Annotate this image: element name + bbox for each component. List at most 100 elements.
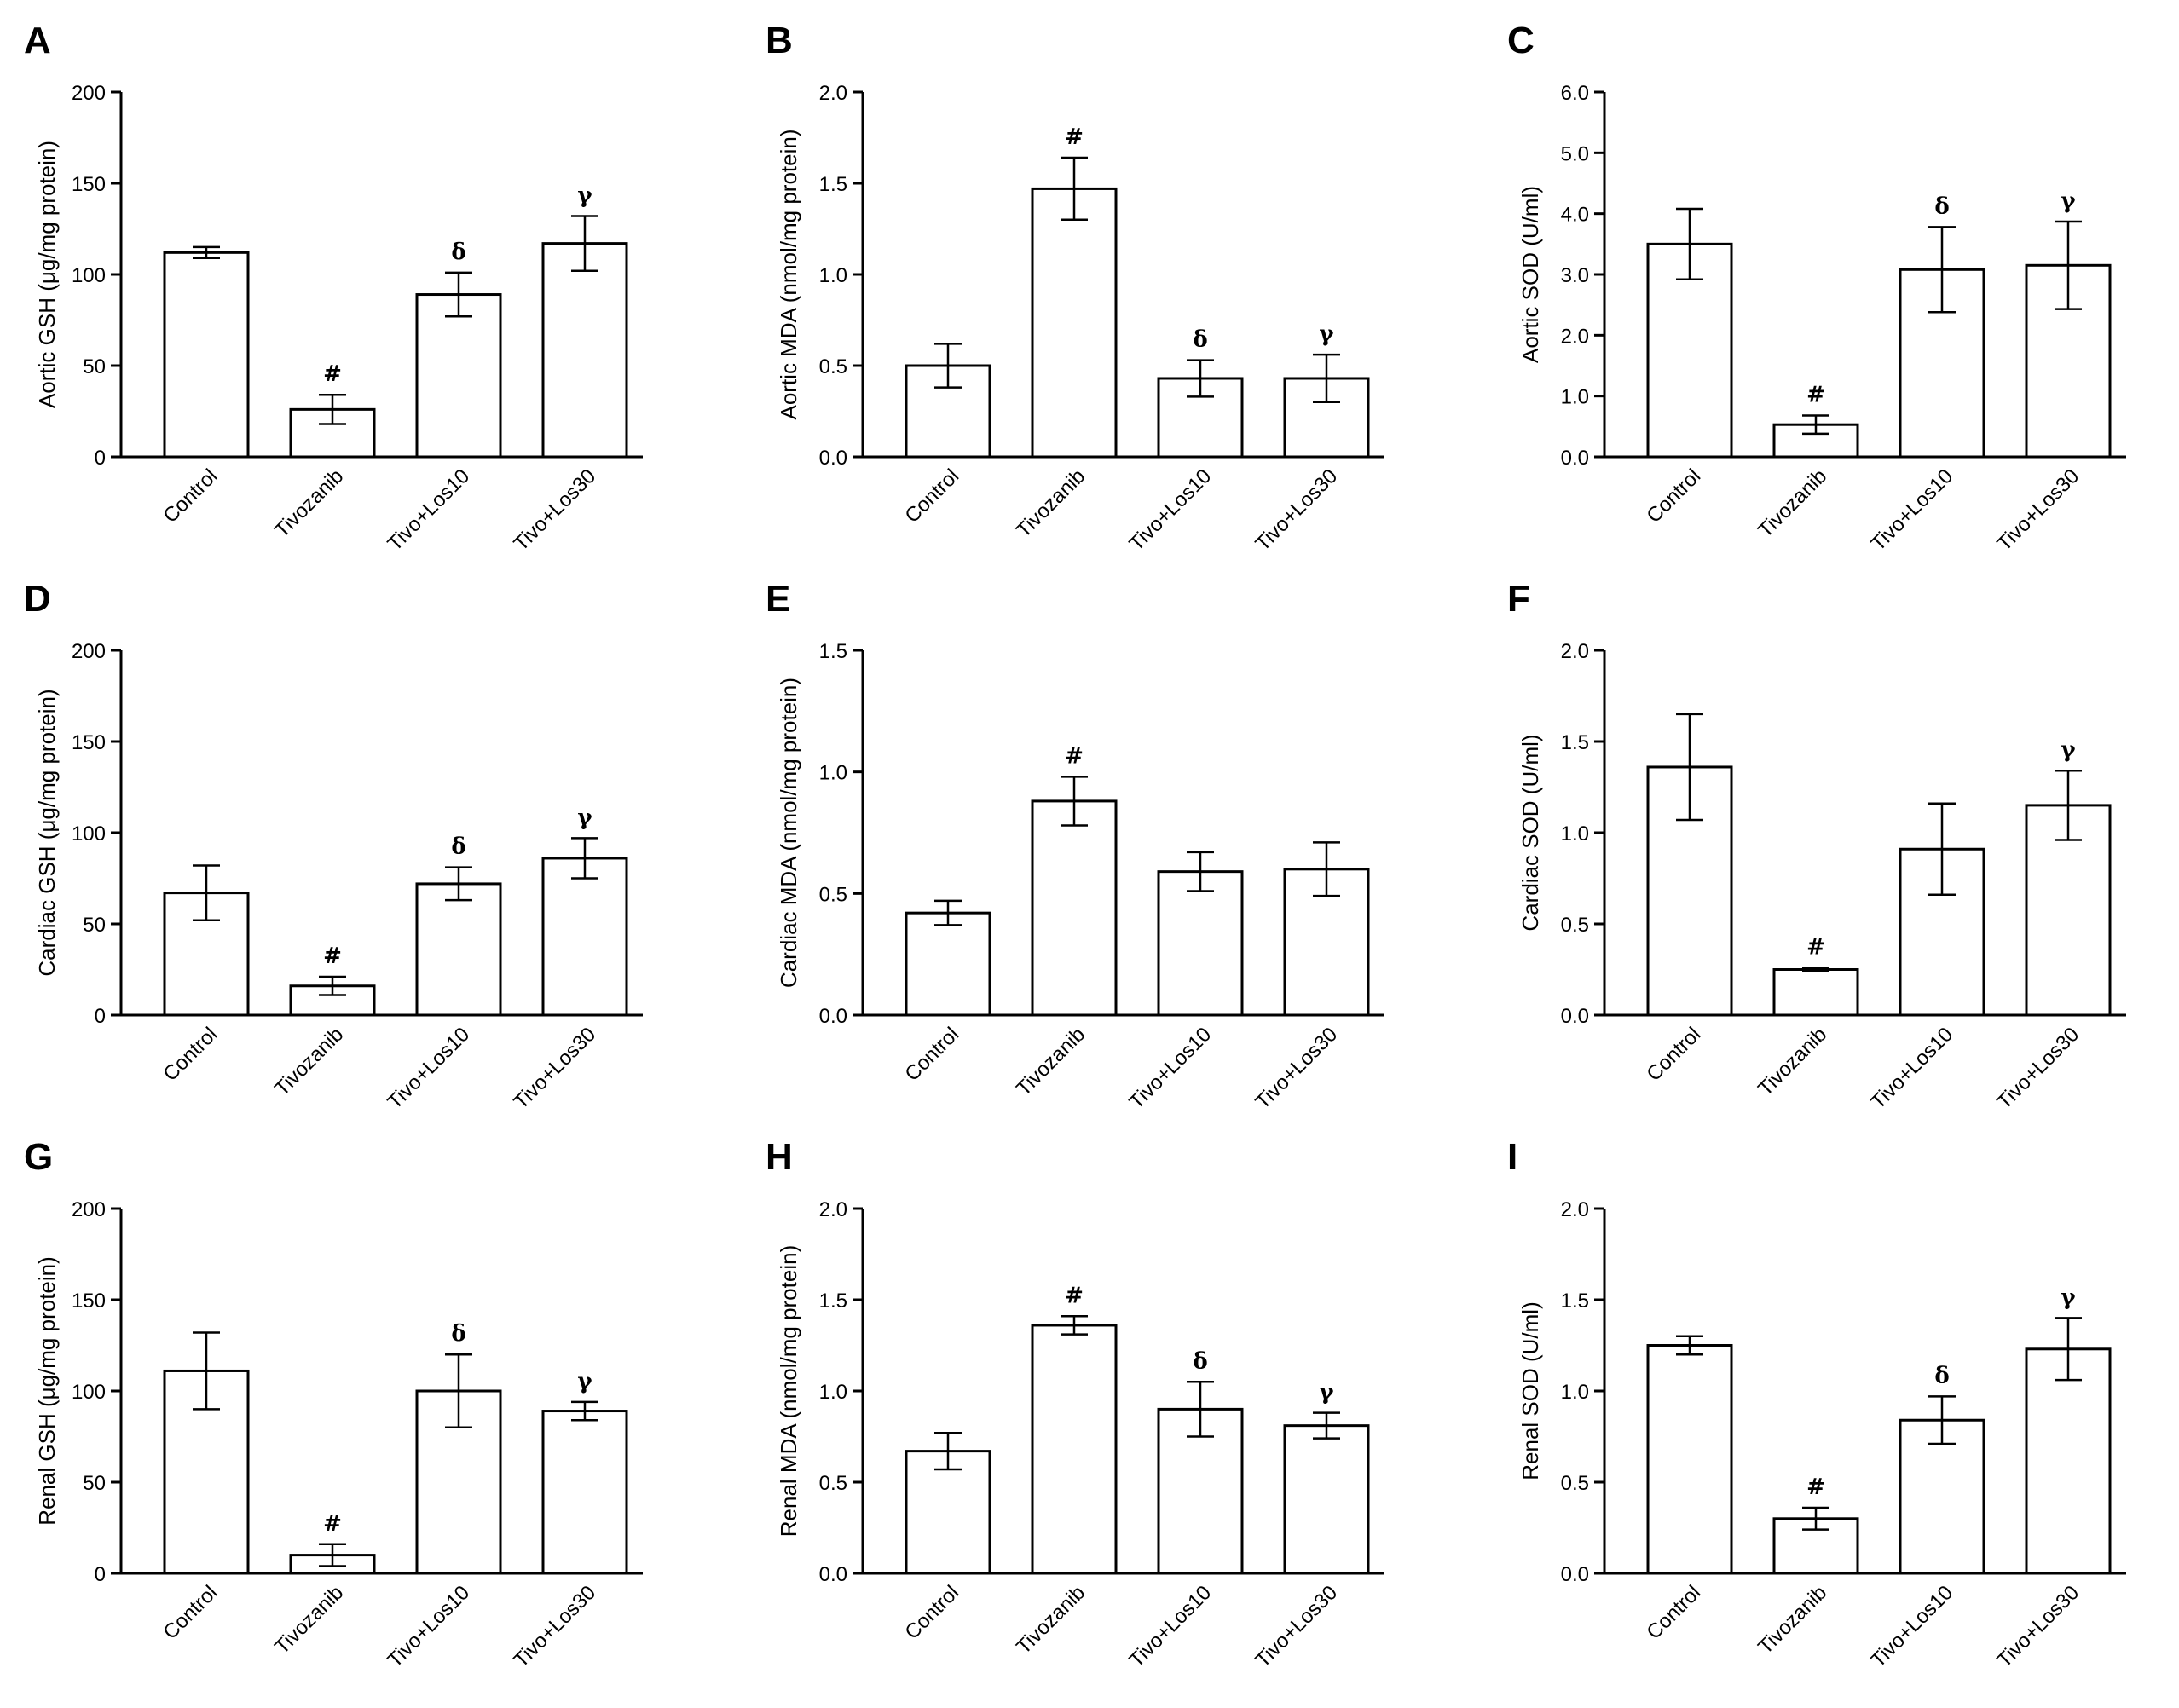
significance-mark-f-4: γ — [2061, 737, 2076, 763]
y-tick-label-c: 3.0 — [1561, 264, 1589, 287]
bar-e-2 — [1031, 799, 1118, 1017]
significance-mark-b-3: δ — [1193, 327, 1207, 353]
category-label-b-4: Tivo+Los30 — [1251, 465, 1343, 556]
y-tick-label-g: 200 — [72, 1198, 106, 1221]
y-tick-label-g: 150 — [72, 1290, 106, 1313]
y-tick-label-i: 1.0 — [1561, 1381, 1589, 1404]
y-tick-label-d: 150 — [72, 731, 106, 754]
category-label-a-4: Tivo+Los30 — [510, 465, 601, 556]
category-label-b-3: Tivo+Los10 — [1125, 465, 1217, 556]
category-label-h-4: Tivo+Los30 — [1251, 1581, 1343, 1672]
y-axis-title-a: Aortic GSH (μg/mg protein) — [34, 141, 60, 408]
significance-mark-h-3: δ — [1193, 1348, 1207, 1374]
y-tick-label-g: 100 — [72, 1381, 106, 1404]
panel-label-h: H — [766, 1136, 793, 1178]
y-axis-title-h: Renal MDA (nmol/mg protein) — [776, 1245, 801, 1537]
significance-mark-d-2: # — [323, 943, 342, 969]
significance-mark-d-3: δ — [451, 834, 465, 860]
category-label-i-2: Tivozanib — [1754, 1581, 1831, 1659]
bar-a-4 — [541, 242, 628, 459]
panel-label-b: B — [766, 20, 793, 61]
y-tick-label-e: 0.0 — [819, 1005, 847, 1028]
category-label-c-3: Tivo+Los10 — [1867, 465, 1958, 556]
category-label-d-2: Tivozanib — [270, 1023, 348, 1100]
y-tick-label-h: 0.0 — [819, 1563, 847, 1586]
bar-h-4 — [1283, 1424, 1370, 1575]
significance-mark-i-3: δ — [1934, 1363, 1949, 1388]
significance-mark-a-3: δ — [451, 239, 465, 265]
bar-d-3 — [415, 882, 502, 1017]
category-label-g-1: Control — [159, 1581, 222, 1644]
significance-mark-g-3: δ — [451, 1321, 465, 1347]
category-label-h-3: Tivo+Los10 — [1125, 1581, 1217, 1672]
significance-mark-b-4: γ — [1319, 321, 1334, 347]
significance-mark-f-2: # — [1806, 934, 1825, 960]
category-label-f-3: Tivo+Los10 — [1867, 1023, 1958, 1114]
y-tick-label-c: 2.0 — [1561, 325, 1589, 348]
bar-a-3 — [415, 293, 502, 459]
bar-i-4 — [2025, 1347, 2112, 1575]
y-tick-label-e: 1.5 — [819, 640, 847, 663]
bar-d-4 — [541, 857, 628, 1017]
bar-h-1 — [905, 1450, 991, 1575]
y-axis-title-g: Renal GSH (μg/mg protein) — [34, 1256, 60, 1526]
y-tick-label-c: 0.0 — [1561, 447, 1589, 470]
bar-e-1 — [905, 911, 991, 1017]
y-tick-label-i: 2.0 — [1561, 1198, 1589, 1221]
y-tick-label-d: 100 — [72, 822, 106, 845]
category-label-a-2: Tivozanib — [270, 465, 348, 542]
y-tick-label-f: 1.5 — [1561, 731, 1589, 754]
bar-i-3 — [1899, 1418, 1985, 1575]
bar-a-1 — [163, 251, 250, 459]
panel-label-a: A — [24, 20, 51, 61]
significance-mark-e-2: # — [1065, 743, 1084, 769]
y-axis-title-f: Cardiac SOD (U/ml) — [1517, 734, 1543, 931]
y-tick-label-a: 200 — [72, 82, 106, 105]
y-tick-label-b: 0.5 — [819, 355, 847, 378]
y-tick-label-f: 1.0 — [1561, 822, 1589, 845]
category-label-i-4: Tivo+Los30 — [1993, 1581, 2084, 1672]
significance-mark-a-2: # — [323, 361, 342, 387]
bar-f-2 — [1772, 968, 1859, 1017]
significance-mark-c-2: # — [1806, 382, 1825, 407]
category-label-e-2: Tivozanib — [1012, 1023, 1090, 1100]
y-tick-label-f: 2.0 — [1561, 640, 1589, 663]
y-tick-label-i: 0.0 — [1561, 1563, 1589, 1586]
y-tick-label-b: 1.5 — [819, 173, 847, 196]
y-tick-label-a: 50 — [83, 355, 106, 378]
y-tick-label-a: 0 — [95, 447, 106, 470]
panel-label-f: F — [1507, 578, 1530, 620]
panel-label-e: E — [766, 578, 790, 620]
category-label-c-4: Tivo+Los30 — [1993, 465, 2084, 556]
y-tick-label-f: 0.0 — [1561, 1005, 1589, 1028]
category-label-g-4: Tivo+Los30 — [510, 1581, 601, 1672]
y-tick-label-h: 2.0 — [819, 1198, 847, 1221]
y-tick-label-c: 5.0 — [1561, 142, 1589, 165]
category-label-e-4: Tivo+Los30 — [1251, 1023, 1343, 1114]
y-axis-title-b: Aortic MDA (nmol/mg protein) — [776, 130, 801, 420]
y-tick-label-b: 1.0 — [819, 264, 847, 287]
significance-mark-a-4: γ — [577, 183, 592, 209]
y-axis-title-e: Cardiac MDA (nmol/mg protein) — [776, 678, 801, 988]
category-label-e-1: Control — [900, 1023, 963, 1086]
category-label-i-1: Control — [1642, 1581, 1705, 1644]
category-label-b-1: Control — [900, 465, 963, 528]
significance-mark-b-2: # — [1065, 124, 1084, 150]
y-tick-label-c: 4.0 — [1561, 204, 1589, 227]
y-tick-label-d: 200 — [72, 640, 106, 663]
category-label-h-1: Control — [900, 1581, 963, 1644]
category-label-c-2: Tivozanib — [1754, 465, 1831, 542]
y-axis-title-i: Renal SOD (U/ml) — [1517, 1301, 1543, 1480]
category-label-i-3: Tivo+Los10 — [1867, 1581, 1958, 1672]
category-label-g-3: Tivo+Los10 — [384, 1581, 475, 1672]
significance-mark-i-4: γ — [2061, 1284, 2076, 1310]
y-tick-label-b: 2.0 — [819, 82, 847, 105]
category-label-f-1: Control — [1642, 1023, 1705, 1086]
y-tick-label-i: 1.5 — [1561, 1290, 1589, 1313]
panel-label-g: G — [24, 1136, 53, 1178]
y-axis-title-c: Aortic SOD (U/ml) — [1517, 186, 1543, 363]
significance-mark-d-4: γ — [577, 805, 592, 830]
significance-mark-h-2: # — [1065, 1283, 1084, 1308]
y-tick-label-d: 50 — [83, 914, 106, 937]
